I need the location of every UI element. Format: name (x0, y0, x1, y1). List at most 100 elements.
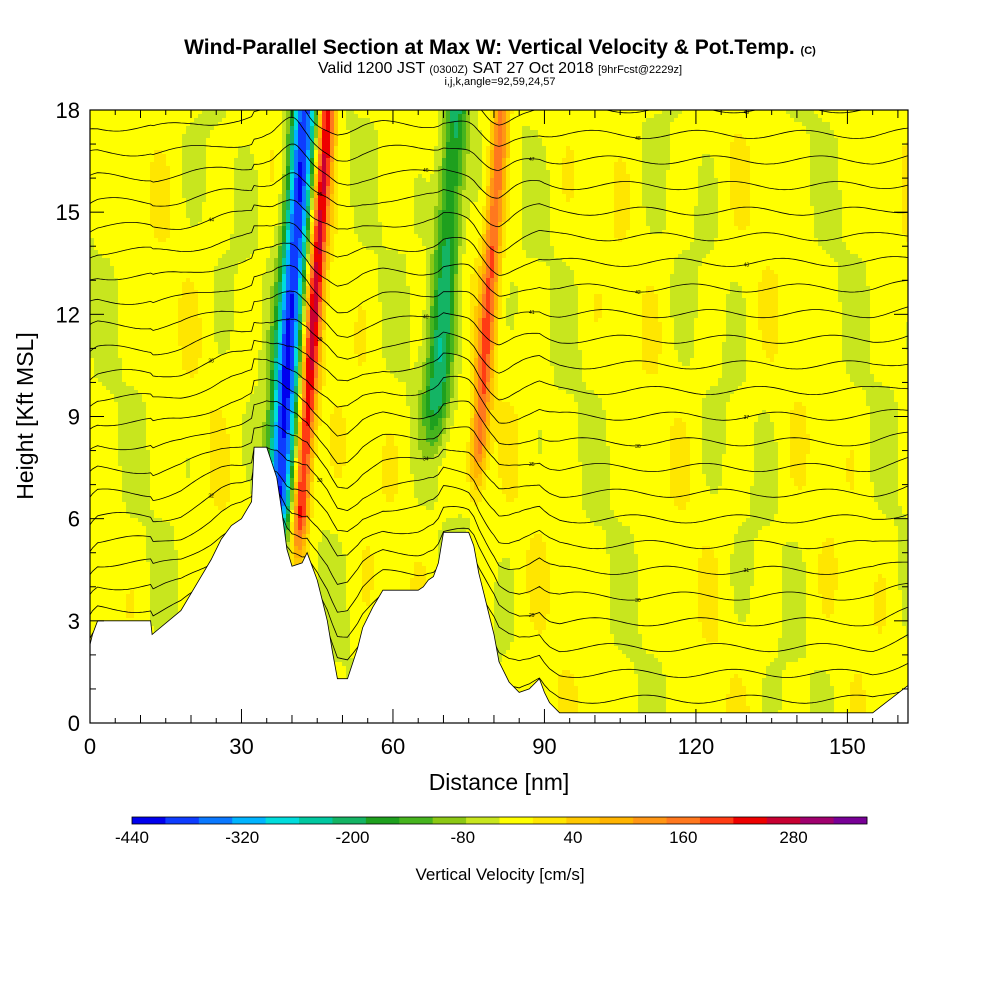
velocity-cell (182, 390, 187, 395)
velocity-cell (94, 458, 99, 463)
velocity-cell (102, 386, 107, 391)
velocity-cell (138, 382, 143, 387)
velocity-cell (150, 582, 155, 587)
velocity-cell (134, 146, 139, 151)
velocity-cell (214, 146, 219, 151)
velocity-cell (202, 402, 207, 407)
velocity-cell (94, 330, 99, 335)
velocity-cell (198, 206, 203, 211)
velocity-cell (178, 538, 183, 543)
velocity-cell (146, 382, 151, 387)
velocity-cell (218, 206, 223, 211)
velocity-cell (130, 338, 135, 343)
velocity-cell (162, 410, 167, 415)
velocity-cell (190, 454, 195, 459)
velocity-cell (106, 530, 111, 535)
velocity-cell (134, 426, 139, 431)
velocity-cell (214, 342, 219, 347)
velocity-cell (166, 598, 171, 603)
velocity-cell (218, 230, 223, 235)
velocity-cell (130, 238, 135, 243)
velocity-cell (102, 150, 107, 155)
velocity-cell (138, 498, 143, 503)
velocity-cell (122, 150, 127, 155)
velocity-cell (146, 174, 151, 179)
velocity-cell (162, 170, 167, 175)
velocity-cell (194, 330, 199, 335)
velocity-cell (90, 554, 95, 559)
velocity-cell (110, 194, 115, 199)
velocity-cell (214, 530, 219, 535)
velocity-cell (98, 238, 103, 243)
velocity-cell (126, 274, 131, 279)
velocity-cell (130, 314, 135, 319)
velocity-cell (206, 522, 211, 527)
velocity-cell (106, 346, 111, 351)
velocity-cell (98, 110, 103, 115)
velocity-cell (174, 598, 179, 603)
velocity-cell (126, 578, 131, 583)
velocity-cell (94, 602, 99, 607)
velocity-cell (194, 358, 199, 363)
velocity-cell (158, 614, 163, 619)
velocity-cell (174, 190, 179, 195)
velocity-cell (134, 222, 139, 227)
velocity-cell (166, 550, 171, 555)
velocity-cell (90, 590, 95, 595)
velocity-cell (90, 230, 95, 235)
velocity-cell (146, 182, 151, 187)
velocity-cell (202, 406, 207, 411)
velocity-cell (114, 274, 119, 279)
velocity-cell (150, 542, 155, 547)
velocity-cell (202, 134, 207, 139)
velocity-cell (158, 186, 163, 191)
velocity-cell (90, 206, 95, 211)
velocity-cell (126, 386, 131, 391)
velocity-cell (202, 490, 207, 495)
velocity-cell (194, 510, 199, 515)
velocity-cell (94, 406, 99, 411)
velocity-cell (106, 298, 111, 303)
velocity-cell (90, 170, 95, 175)
velocity-cell (134, 494, 139, 499)
velocity-cell (122, 306, 127, 311)
velocity-cell (98, 366, 103, 371)
velocity-cell (90, 190, 95, 195)
velocity-cell (162, 498, 167, 503)
velocity-cell (150, 522, 155, 527)
velocity-cell (190, 242, 195, 247)
velocity-cell (138, 266, 143, 271)
velocity-cell (150, 226, 155, 231)
velocity-cell (162, 478, 167, 483)
velocity-cell (182, 194, 187, 199)
velocity-cell (146, 550, 151, 555)
velocity-cell (90, 154, 95, 159)
velocity-cell (182, 406, 187, 411)
velocity-cell (206, 402, 211, 407)
velocity-cell (166, 254, 171, 259)
velocity-cell (186, 478, 191, 483)
velocity-cell (166, 374, 171, 379)
velocity-cell (150, 526, 155, 531)
velocity-cell (174, 214, 179, 219)
velocity-cell (202, 414, 207, 419)
velocity-cell (206, 154, 211, 159)
velocity-cell (106, 406, 111, 411)
velocity-cell (102, 566, 107, 571)
velocity-cell (174, 246, 179, 251)
velocity-cell (150, 602, 155, 607)
velocity-cell (158, 422, 163, 427)
velocity-cell (198, 314, 203, 319)
velocity-cell (122, 522, 127, 527)
velocity-cell (202, 538, 207, 543)
velocity-cell (126, 122, 131, 127)
velocity-cell (174, 122, 179, 127)
velocity-cell (170, 242, 175, 247)
velocity-cell (154, 442, 159, 447)
velocity-cell (150, 578, 155, 583)
velocity-cell (114, 306, 119, 311)
velocity-cell (126, 446, 131, 451)
velocity-cell (110, 338, 115, 343)
velocity-cell (114, 482, 119, 487)
velocity-cell (134, 418, 139, 423)
